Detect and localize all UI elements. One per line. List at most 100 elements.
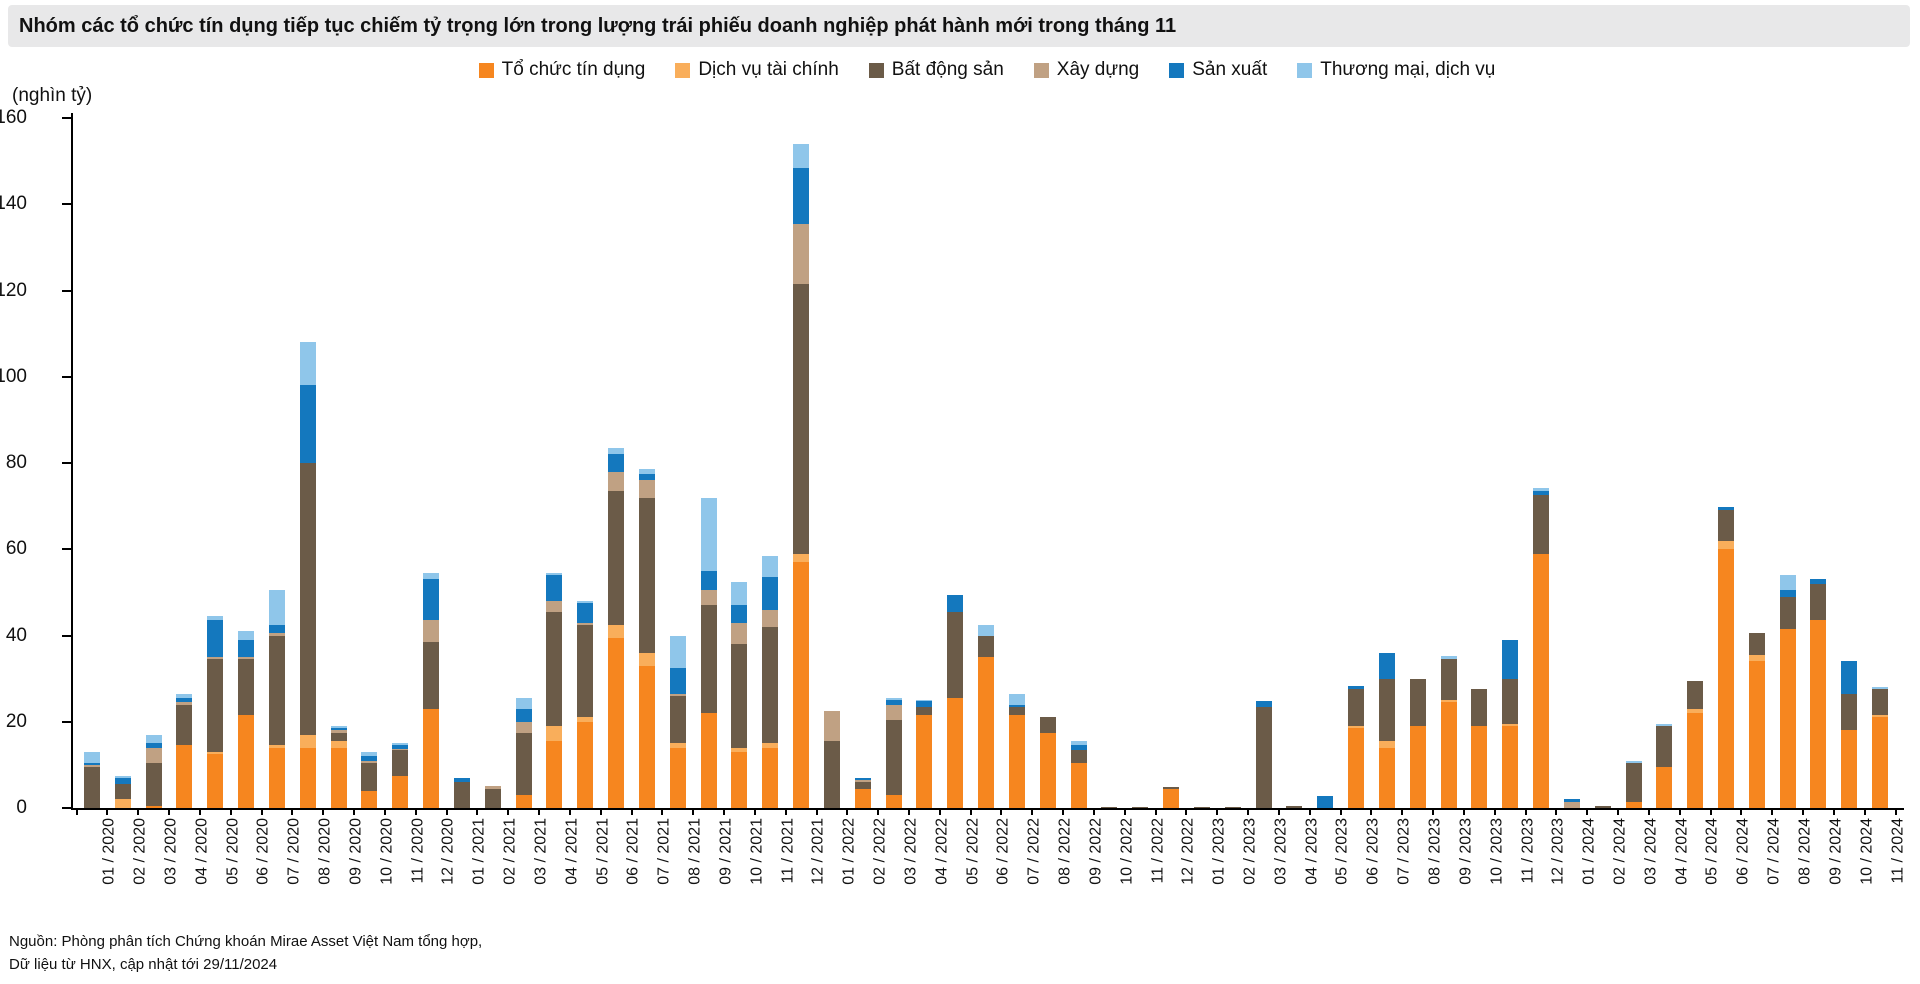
x-tick-label-text: 12 / 2021: [810, 818, 828, 885]
bar-segment-10/2021-s3: [731, 622, 748, 645]
x-tick: [1802, 808, 1805, 815]
x-tick: [1247, 808, 1250, 815]
bar-segment-09/2023-s1: [1440, 700, 1457, 703]
bar-segment-09/2023-s0: [1440, 702, 1457, 808]
x-tick: [1370, 808, 1373, 815]
x-tick-label-text: 11 / 2020: [409, 818, 427, 884]
y-tick: [62, 634, 71, 637]
bar-segment-03/2021-s5: [515, 698, 532, 709]
bar-segment-10/2021-s5: [731, 581, 748, 606]
bar-segment-12/2021-s2: [793, 284, 810, 554]
legend-label: Thương mại, dịch vụ: [1320, 59, 1496, 80]
bar-segment-12/2021-s4: [793, 167, 810, 224]
x-tick-label-text: 09 / 2022: [1087, 818, 1105, 885]
bar-segment-07/2021-s2: [638, 497, 655, 653]
x-tick: [846, 808, 849, 815]
bar-segment-06/2021-s4: [608, 454, 625, 472]
bar-segment-06/2021-s5: [608, 447, 625, 455]
bar-segment-09/2024-s2: [1810, 583, 1827, 621]
x-tick-label-text: 05 / 2022: [964, 818, 982, 885]
y-tick: [62, 462, 71, 464]
bar-segment-03/2022-s5: [885, 698, 902, 701]
legend-swatch-icon: [868, 62, 884, 78]
bar-segment-12/2023-s2: [1533, 495, 1549, 554]
x-tick: [1617, 808, 1620, 815]
bar-segment-11/2024-s0: [1872, 717, 1889, 808]
x-tick: [322, 808, 325, 815]
bar-segment-11/2023-s1: [1502, 723, 1519, 727]
bar-segment-06/2023-s2: [1348, 689, 1365, 727]
bar-segment-02/2021-s2: [484, 788, 501, 808]
bar-segment-03/2021-s4: [515, 708, 532, 722]
x-tick: [1123, 808, 1126, 815]
bar-segment-11/2024-s1: [1872, 715, 1889, 718]
bar-segment-05/2022-s0: [947, 698, 964, 808]
x-tick: [198, 808, 201, 815]
x-tick-label-text: 02 / 2023: [1241, 818, 1259, 885]
bar-segment-10/2020-s0: [361, 790, 378, 808]
bar-segment-07/2024-s1: [1748, 654, 1765, 662]
x-tick-label-text: 06 / 2023: [1365, 818, 1383, 885]
bar-segment-10/2021-s1: [731, 747, 748, 752]
bar-segment-02/2021-s3: [484, 786, 501, 789]
x-tick-label-text: 02 / 2022: [871, 818, 889, 885]
bar-segment-11/2021-s0: [762, 747, 779, 808]
bar-segment-03/2021-s3: [515, 721, 532, 733]
bar-segment-10/2023-s0: [1471, 726, 1488, 808]
x-tick-label-text: 03 / 2023: [1272, 818, 1290, 885]
bar-segment-09/2022-s0: [1070, 762, 1087, 808]
bar-segment-09/2023-s2: [1440, 659, 1457, 701]
bar-segment-08/2024-s0: [1779, 629, 1796, 808]
bar-segment-09/2022-s4: [1070, 745, 1087, 750]
bar-segment-09/2021-s5: [700, 497, 717, 571]
bar-segment-01/2020-s4: [84, 762, 100, 765]
x-tick: [1062, 808, 1065, 815]
bar-segment-06/2024-s2: [1717, 510, 1734, 541]
bar-segment-03/2020-s5: [145, 734, 162, 744]
x-tick: [168, 808, 171, 815]
bar-segment-07/2020-s0: [268, 747, 285, 808]
x-tick: [1216, 808, 1219, 815]
bar-segment-12/2022-s2: [1163, 787, 1180, 790]
bar-segment-12/2020-s4: [423, 579, 440, 621]
legend-label: Bất động sản: [891, 59, 1004, 80]
x-tick-label-text: 03 / 2022: [902, 818, 920, 885]
bar-segment-07/2020-s4: [268, 624, 285, 634]
bar-segment-03/2024-s2: [1625, 762, 1642, 802]
x-tick: [1678, 808, 1681, 815]
x-tick: [75, 808, 78, 815]
bar-segment-01/2024-s3: [1563, 801, 1580, 808]
x-tick-label-text: 01 / 2022: [840, 818, 858, 885]
bar-segment-05/2020-s3: [207, 657, 224, 660]
y-axis-unit-label: (nghìn tỷ): [12, 85, 93, 106]
x-tick: [414, 808, 417, 815]
x-tick: [1308, 808, 1311, 815]
bar-segment-08/2021-s5: [669, 635, 686, 668]
x-tick: [1432, 808, 1435, 815]
bar-segment-05/2020-s2: [207, 659, 224, 752]
bar-segment-07/2020-s3: [268, 633, 285, 636]
bar-segment-01/2020-s3: [84, 764, 100, 768]
bar-segment-03/2023-s2: [1255, 706, 1272, 808]
bar-segment-08/2021-s2: [669, 695, 686, 744]
x-tick-label-text: 02 / 2020: [131, 818, 149, 885]
bar-segment-08/2020-s4: [299, 385, 316, 463]
bar-segment-08/2020-s2: [299, 463, 316, 735]
bar-segment-02/2020-s2: [114, 784, 131, 800]
y-tick: [62, 117, 71, 119]
x-tick: [723, 808, 725, 815]
bar-segment-05/2021-s3: [577, 622, 594, 625]
bar-segment-11/2023-s4: [1502, 639, 1519, 679]
x-tick-label-text: 07 / 2024: [1765, 818, 1783, 885]
x-tick-label-text: 03 / 2020: [162, 818, 180, 885]
x-tick: [260, 808, 263, 815]
x-tick: [1339, 808, 1342, 815]
bar-segment-06/2023-s0: [1348, 728, 1365, 808]
x-tick: [1740, 808, 1743, 815]
bar-segment-11/2021-s3: [762, 609, 779, 627]
bar-segment-08/2020-s5: [299, 342, 316, 386]
bar-segment-05/2021-s4: [577, 603, 594, 623]
bar-segment-02/2022-s0: [854, 788, 871, 808]
y-tick-label: 0: [16, 797, 27, 818]
